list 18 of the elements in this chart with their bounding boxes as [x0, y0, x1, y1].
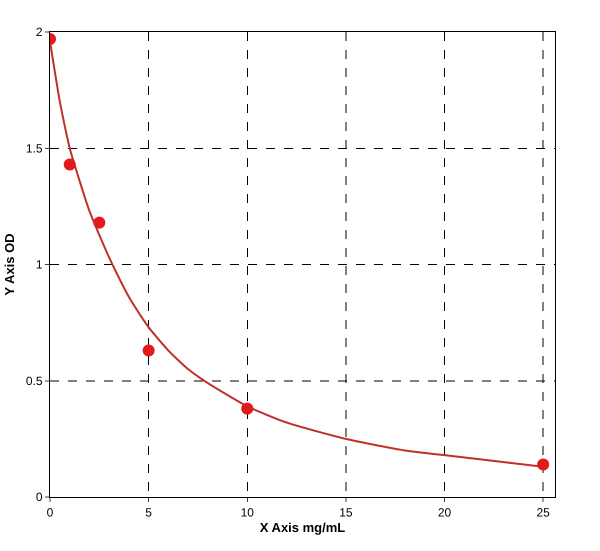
x-tick-label: 5 [145, 505, 152, 520]
x-tick-label: 25 [536, 505, 550, 520]
y-tick-label: 0 [36, 490, 43, 504]
point [537, 458, 550, 470]
point [64, 158, 76, 171]
x-tick-label: 15 [339, 505, 353, 520]
x-tick-label: 10 [240, 505, 254, 520]
point [93, 216, 106, 229]
x-axis-title: X Axis mg/mL [260, 520, 346, 535]
point [241, 402, 254, 415]
y-tick-label: 1 [36, 258, 43, 272]
y-tick-label: 1.5 [26, 141, 43, 156]
x-tick-label: 20 [438, 505, 452, 520]
x-tick-label: 0 [46, 505, 54, 520]
point [142, 344, 155, 357]
y-axis-title: Y Axis OD [2, 233, 17, 296]
y-tick-label: 2 [36, 25, 43, 40]
y-tick-label: 0.5 [26, 374, 43, 388]
